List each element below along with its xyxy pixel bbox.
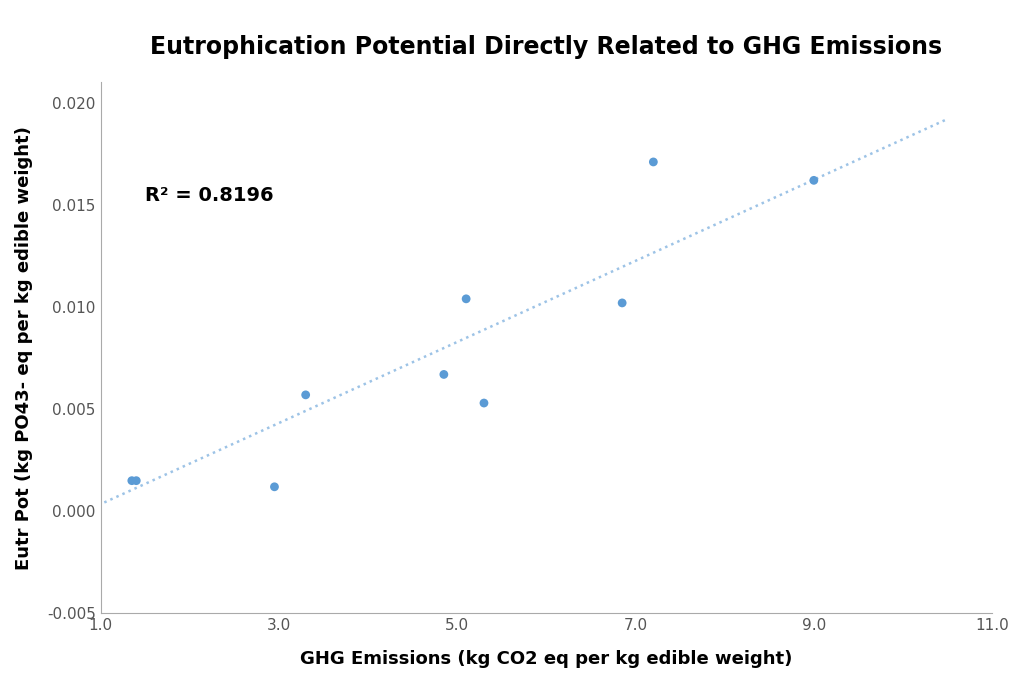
Point xyxy=(476,398,493,408)
Point xyxy=(266,482,283,492)
Y-axis label: Eutr Pot (kg PO43- eq per kg edible weight): Eutr Pot (kg PO43- eq per kg edible weig… xyxy=(15,126,33,570)
Text: R² = 0.8196: R² = 0.8196 xyxy=(145,186,273,205)
Point xyxy=(124,475,140,486)
Point xyxy=(298,389,314,400)
Point xyxy=(56,479,73,490)
Point xyxy=(806,175,822,186)
Point xyxy=(435,369,452,380)
Point xyxy=(614,298,631,309)
Point xyxy=(458,294,474,305)
Point xyxy=(128,475,144,486)
X-axis label: GHG Emissions (kg CO2 eq per kg edible weight): GHG Emissions (kg CO2 eq per kg edible w… xyxy=(300,650,793,668)
Point xyxy=(645,156,662,167)
Title: Eutrophication Potential Directly Related to GHG Emissions: Eutrophication Potential Directly Relate… xyxy=(151,36,942,59)
